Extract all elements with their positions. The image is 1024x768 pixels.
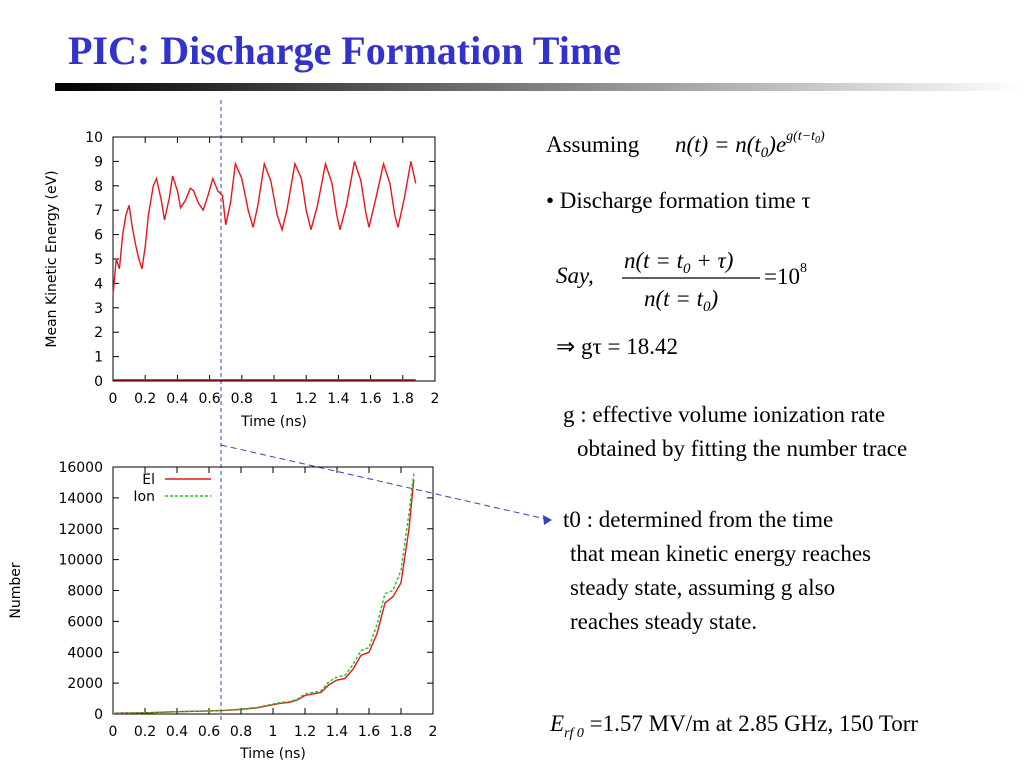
eq-part: =1.57 MV/m at 2.85 GHz, 150 Torr xyxy=(584,711,919,736)
x-tick-label: 1.2 xyxy=(295,391,317,407)
x-tick-label: 2 xyxy=(429,724,438,740)
plot-frame xyxy=(112,466,434,715)
x-tick-label: 2 xyxy=(431,391,440,407)
y-tick-label: 12000 xyxy=(58,522,103,538)
note: t0 : determined from the time xyxy=(563,507,833,532)
y-tick-label: 4 xyxy=(94,276,103,292)
eq-part: ) xyxy=(819,129,825,144)
y-tick-label: 3 xyxy=(94,301,103,317)
note: that mean kinetic energy reaches xyxy=(570,541,871,566)
x-tick-label: 1.8 xyxy=(392,391,414,407)
bullet: • Discharge formation time τ xyxy=(546,188,811,213)
y-tick-label: 10000 xyxy=(58,553,103,569)
x-tick-label: 1.6 xyxy=(359,391,381,407)
eq-part: rf 0 xyxy=(564,726,584,741)
x-tick-label: 0.6 xyxy=(198,724,220,740)
y-tick-label: 2000 xyxy=(67,676,103,692)
legend-label: El xyxy=(142,472,155,488)
x-tick-label: 0.6 xyxy=(198,391,220,407)
eq-part: E xyxy=(549,711,564,736)
x-tick-label: 1 xyxy=(270,391,279,407)
x-tick-label: 0.4 xyxy=(166,391,188,407)
eq-part: )e xyxy=(766,132,786,157)
y-tick-label: 8000 xyxy=(67,584,103,600)
series-line xyxy=(112,473,415,714)
y-tick-label: 16000 xyxy=(58,460,103,476)
y-tick-label: 6000 xyxy=(67,614,103,630)
x-tick-label: 0.2 xyxy=(134,391,156,407)
y-tick-label: 8 xyxy=(94,179,103,195)
series-line xyxy=(112,479,415,714)
y-axis-label: Mean Kinetic Energy (eV) xyxy=(44,170,60,347)
equation: Erf 0 =1.57 MV/m at 2.85 GHz, 150 Torr xyxy=(549,711,918,741)
legend-label: Ion xyxy=(133,489,155,505)
y-tick-label: 7 xyxy=(94,203,103,219)
y-tick-label: 0 xyxy=(94,707,103,723)
y-tick-label: 4000 xyxy=(67,645,103,661)
x-axis-label: Time (ns) xyxy=(240,414,307,430)
assuming: Assuming xyxy=(546,132,640,157)
x-tick-label: 1.6 xyxy=(358,724,380,740)
eq-part: n(t = t xyxy=(644,286,704,311)
pointer-head xyxy=(543,515,552,525)
note: obtained by fitting the number trace xyxy=(577,436,907,461)
x-tick-label: 1.2 xyxy=(294,724,316,740)
series-line xyxy=(112,161,417,296)
y-tick-label: 1 xyxy=(94,350,103,366)
eq-part: n(t) = n(t xyxy=(675,132,761,157)
y-tick-label: 2 xyxy=(94,325,103,341)
y-tick-label: 6 xyxy=(94,228,103,244)
y-tick-label: 0 xyxy=(94,374,103,390)
x-tick-label: 0 xyxy=(109,724,118,740)
eq-part: 0 xyxy=(761,145,769,161)
eq-part: 0 xyxy=(683,261,691,277)
x-tick-label: 1.4 xyxy=(326,724,348,740)
y-tick-label: 10 xyxy=(85,130,103,146)
note: steady state, assuming g also xyxy=(570,575,835,600)
equation: Say, xyxy=(556,263,594,288)
note: g : effective volume ionization rate xyxy=(563,402,885,427)
eq-part: =10 xyxy=(764,264,800,289)
x-tick-label: 0.8 xyxy=(231,391,253,407)
equation: ⇒ gτ = 18.42 xyxy=(556,334,678,359)
eq-part: n(t = t xyxy=(624,248,684,273)
x-tick-label: 0.2 xyxy=(134,724,156,740)
x-tick-label: 0.4 xyxy=(166,724,188,740)
x-tick-label: 1.4 xyxy=(327,391,349,407)
slide-title: PIC: Discharge Formation Time xyxy=(68,28,621,73)
eq-part: + τ) xyxy=(690,248,733,273)
y-axis-label: Number xyxy=(8,562,24,618)
x-tick-label: 1 xyxy=(269,724,278,740)
y-tick-label: 5 xyxy=(94,252,103,268)
equation: =108 xyxy=(764,261,807,289)
x-tick-label: 1.8 xyxy=(390,724,412,740)
eq-part: 0 xyxy=(703,299,711,315)
eq-part: ) xyxy=(708,286,718,311)
eq-part: g(t−t xyxy=(786,129,816,144)
y-tick-label: 14000 xyxy=(58,491,103,507)
equation: n(t) = n(t0)eg(t−t0) xyxy=(675,129,825,161)
eq-part: 0 xyxy=(815,135,820,146)
x-tick-label: 0 xyxy=(109,391,118,407)
eq-part: 8 xyxy=(800,261,807,276)
x-tick-label: 0.8 xyxy=(230,724,252,740)
x-axis-label: Time (ns) xyxy=(239,746,306,762)
title-rule xyxy=(55,83,1024,91)
y-tick-label: 9 xyxy=(94,154,103,170)
equation: n(t = t0) xyxy=(644,286,718,315)
equation: n(t = t0 + τ) xyxy=(624,248,733,277)
pointer xyxy=(220,444,551,521)
note: reaches steady state. xyxy=(570,609,757,634)
